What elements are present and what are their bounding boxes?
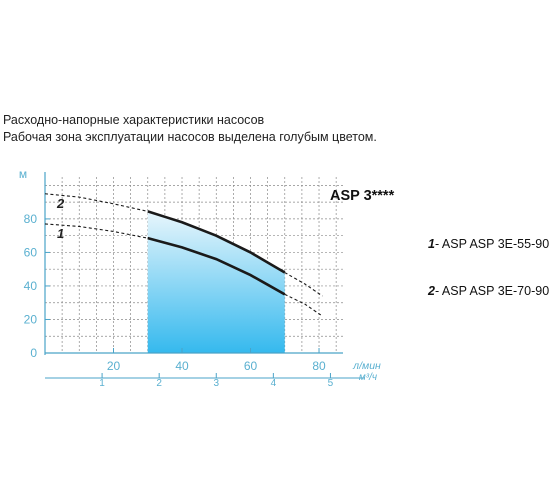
y-tick-label: 0 <box>30 346 37 360</box>
curve-2-dashed-end <box>284 272 323 297</box>
x2-tick-label: 5 <box>328 378 334 389</box>
x-tick-label: 20 <box>107 359 121 373</box>
curves <box>44 193 323 317</box>
curve-2-solid <box>147 210 286 274</box>
x-tick-label: 80 <box>312 359 326 373</box>
curve-1-dashed-end <box>284 293 323 317</box>
chart-heading-line1: Расходно-напорные характеристики насосов <box>3 113 265 127</box>
legend-item-2-text: - ASP ASP 3E-70-90 <box>434 284 550 298</box>
legend-item-1: 1- ASP ASP 3E-55-90 <box>428 237 549 251</box>
legend-item-2: 2- ASP ASP 3E-70-90 <box>428 284 549 298</box>
curve-1-dashed-start <box>44 223 148 239</box>
curve-label-2: 2 <box>56 196 65 211</box>
x2-tick-label: 2 <box>156 378 162 389</box>
curve-2-dashed-start <box>44 193 148 212</box>
x2-axis-label: м³/ч <box>359 372 377 383</box>
y-axis-label: м <box>19 167 27 181</box>
x2-tick-label: 4 <box>271 378 277 389</box>
x-tick-label: 60 <box>244 359 258 373</box>
x2-tick-label: 3 <box>213 378 219 389</box>
chart-heading-line2: Рабочая зона эксплуатации насосов выделе… <box>3 130 377 144</box>
legend-item-1-num: 1 <box>428 237 435 251</box>
y-tick-label: 60 <box>24 245 38 259</box>
y-tick-label: 80 <box>24 212 38 226</box>
y-tick-label: 20 <box>24 312 38 326</box>
legend-item-1-text: - ASP ASP 3E-55-90 <box>434 237 550 251</box>
x-axis-label: л/мин <box>352 360 381 372</box>
x2-tick-label: 1 <box>99 378 105 389</box>
x-tick-label: 40 <box>175 359 189 373</box>
curve-1-solid <box>147 236 286 296</box>
chart-labels: 0 20 40 60 80 м 20 40 60 80 л/мин 1 2 3 4 5 м³/ч 1 2 ASP 3*… <box>19 167 395 389</box>
curve-label-1: 1 <box>57 226 64 241</box>
y-tick-label: 40 <box>24 279 38 293</box>
axes <box>44 172 365 379</box>
chart-title: ASP 3**** <box>330 188 395 204</box>
legend-item-2-num: 2 <box>428 284 435 298</box>
